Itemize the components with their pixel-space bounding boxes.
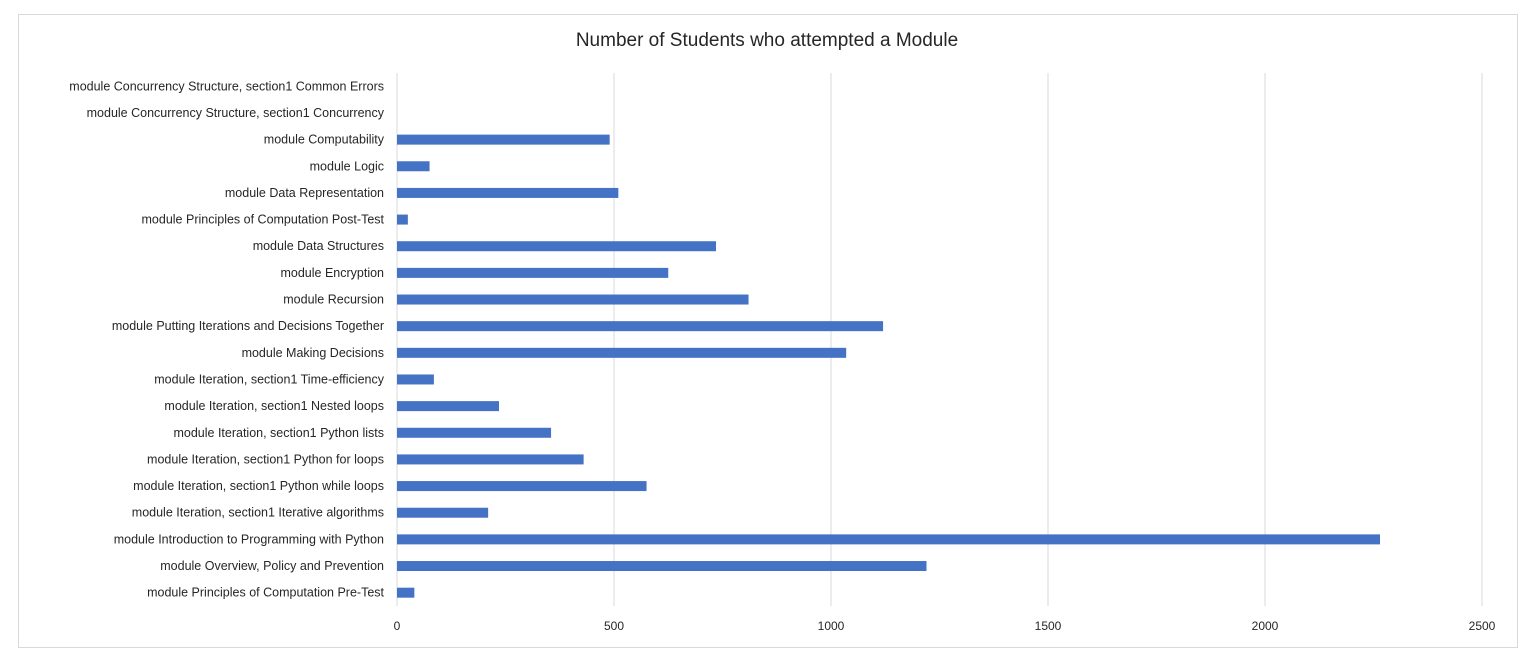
category-label: module Iteration, section1 Python lists [173, 426, 384, 440]
bar [397, 454, 584, 465]
x-tick-label: 500 [604, 619, 624, 633]
x-tick-label: 2500 [1469, 619, 1496, 633]
bar [397, 534, 1381, 545]
bar [397, 481, 647, 492]
x-tick-label: 2000 [1252, 619, 1279, 633]
x-tick-label: 0 [394, 619, 401, 633]
bar [397, 294, 749, 305]
bar [397, 507, 489, 518]
x-tick-label: 1500 [1035, 619, 1062, 633]
category-label: module Data Representation [225, 186, 384, 200]
category-label: module Making Decisions [242, 346, 384, 360]
category-labels: module Concurrency Structure, section1 C… [69, 79, 384, 599]
bars [397, 134, 1381, 598]
category-label: module Principles of Computation Post-Te… [142, 213, 385, 227]
category-label: module Iteration, section1 Python while … [133, 479, 384, 493]
category-label: module Computability [264, 133, 385, 147]
chart-title: Number of Students who attempted a Modul… [575, 30, 959, 51]
gridlines [396, 73, 1483, 606]
category-label: module Iteration, section1 Iterative alg… [132, 506, 384, 520]
category-label: module Recursion [283, 293, 384, 307]
category-label: module Overview, Policy and Prevention [160, 559, 384, 573]
category-label: module Encryption [280, 266, 384, 280]
category-label: module Putting Iterations and Decisions … [112, 319, 384, 333]
category-label: module Iteration, section1 Nested loops [164, 399, 384, 413]
bar [397, 241, 716, 252]
category-label: module Logic [310, 159, 384, 173]
bar [397, 267, 669, 278]
category-label: module Introduction to Programming with … [114, 532, 384, 546]
category-label: module Concurrency Structure, section1 C… [69, 79, 384, 93]
x-tick-labels: 0 500 1000 1500 2000 2500 [394, 619, 1496, 633]
bar [397, 587, 415, 598]
x-tick-label: 1000 [818, 619, 845, 633]
bar [397, 214, 408, 225]
bar [397, 374, 434, 385]
category-label: module Iteration, section1 Time-efficien… [154, 372, 384, 386]
category-label: module Principles of Computation Pre-Tes… [147, 586, 384, 600]
category-label: module Concurrency Structure, section1 C… [87, 106, 385, 120]
bar [397, 401, 499, 412]
category-label: module Data Structures [253, 239, 384, 253]
bar [397, 561, 927, 572]
bar [397, 187, 619, 198]
bar [397, 427, 552, 438]
bar [397, 134, 610, 145]
category-label: module Iteration, section1 Python for lo… [147, 452, 384, 466]
bar [397, 321, 884, 332]
bar [397, 347, 847, 358]
bar [397, 161, 430, 172]
